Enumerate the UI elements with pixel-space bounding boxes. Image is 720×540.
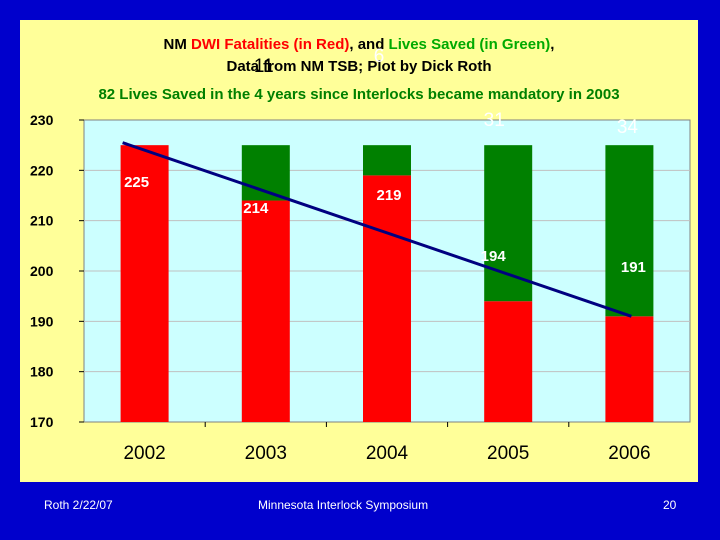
data-labels: 225 214 219 194 191 11 6 31 34 — [124, 46, 646, 276]
x-tick-label: 2005 — [487, 443, 529, 464]
y-axis: 170 180 190 200 210 220 230 — [30, 112, 84, 430]
fatalities-value-label: 225 — [124, 174, 149, 191]
y-tick-label: 180 — [30, 364, 54, 380]
title-prefix: NM — [163, 36, 192, 53]
chart-title-line-1: NM DWI Fatalities (in Red), and Lives Sa… — [20, 36, 698, 53]
y-tick-label: 200 — [30, 263, 54, 279]
fatalities-bar — [120, 145, 169, 422]
trend-line-group — [122, 141, 632, 318]
lives-saved-value-label: 34 — [617, 117, 639, 138]
y-tick-label: 220 — [30, 162, 54, 178]
footer-author-date: Roth 2/22/07 — [44, 498, 113, 512]
chart-title-line-2: Data from NM TSB; Plot by Dick Roth — [226, 58, 492, 75]
x-tick-label: 2002 — [123, 443, 165, 464]
y-tick-label: 230 — [30, 112, 54, 128]
x-axis: 2002 2003 2004 2005 2006 — [123, 422, 651, 464]
x-tick-label: 2006 — [608, 443, 650, 464]
lives-saved-bar — [363, 145, 411, 176]
chart-subtitle: 82 Lives Saved in the 4 years since Inte… — [98, 86, 620, 103]
title-suffix: , — [550, 36, 555, 53]
footer-slide-number: 20 — [663, 498, 677, 512]
title-mid: , and — [349, 36, 389, 53]
fatalities-bar — [363, 175, 411, 422]
lives-saved-value-label: 6 — [374, 46, 385, 67]
fatalities-bar — [241, 200, 290, 422]
y-tick-label: 210 — [30, 213, 54, 229]
fatalities-value-label: 219 — [376, 187, 401, 204]
title-lives-saved: Lives Saved (in Green) — [388, 36, 551, 53]
fatalities-value-label: 214 — [243, 200, 269, 217]
footer-event: Minnesota Interlock Symposium — [258, 498, 429, 512]
chart-svg: 225 214 219 194 191 11 6 31 34 170 180 190 200 210 22… — [30, 46, 691, 464]
y-tick-label: 170 — [30, 414, 54, 430]
trend-line — [122, 141, 632, 318]
x-tick-label: 2003 — [245, 443, 287, 464]
x-tick-label: 2004 — [366, 443, 409, 464]
fatalities-bar — [484, 301, 533, 422]
fatalities-value-label: 194 — [481, 248, 507, 265]
title-fatalities: DWI Fatalities (in Red) — [191, 36, 350, 53]
fatalities-bar — [605, 316, 654, 422]
lives-saved-value-label: 11 — [254, 56, 274, 77]
lives-saved-value-label: 31 — [484, 110, 505, 131]
y-tick-label: 190 — [30, 313, 54, 329]
lives-saved-bar — [484, 145, 533, 302]
lives-saved-bar — [605, 145, 654, 317]
bars — [120, 145, 654, 422]
slide-panel: NM DWI Fatalities (in Red), and Lives Sa… — [20, 20, 698, 482]
fatalities-value-label: 191 — [621, 259, 646, 276]
